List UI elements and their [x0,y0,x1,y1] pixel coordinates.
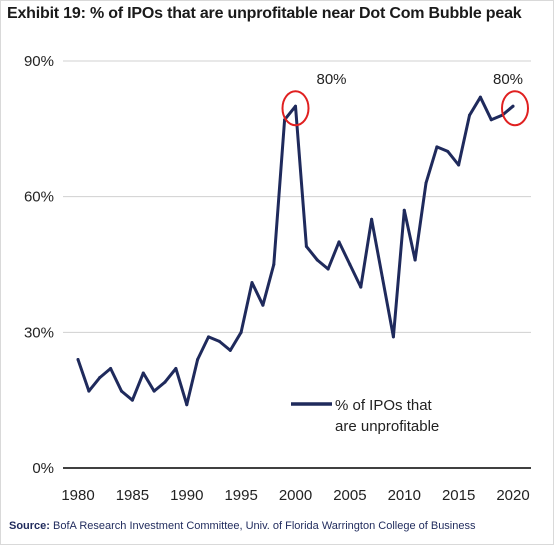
data-point [511,104,515,108]
annotation-label: 80% [316,71,346,88]
highlight-circle [501,90,529,127]
data-point [457,163,461,167]
data-point [76,357,80,361]
data-point [152,389,156,393]
data-point [337,240,341,244]
data-point [435,145,439,149]
y-tick-label: 30% [24,324,54,341]
data-point [98,376,102,380]
data-point [272,263,276,266]
source-label: Source: [9,520,50,532]
data-point [348,263,352,266]
legend-label: % of IPOs that are unprofitable [335,397,439,435]
y-tick-label: 60% [24,189,54,206]
data-point [130,398,134,402]
data-point [391,335,395,339]
data-point [207,335,210,339]
x-tick-label: 2015 [442,487,475,504]
annotations: 80% 80% [281,71,529,127]
legend: % of IPOs that are unprofitable [291,397,439,435]
data-point [239,330,243,334]
x-tick-label: 2005 [333,487,366,504]
series-line-0 [76,95,515,407]
chart-title: Exhibit 19: % of IPOs that are unprofita… [7,5,522,22]
data-point [163,380,167,384]
data-point [478,95,482,99]
data-point [185,403,189,407]
data-point [109,367,113,371]
x-tick-label: 1995 [224,487,257,504]
data-point [370,217,374,221]
y-tick-label: 0% [32,460,54,477]
data-point [402,208,406,212]
data-point [87,389,91,393]
data-point [250,281,254,285]
source-text: BofA Research Investment Committee, Univ… [53,520,476,532]
highlight-circle [281,90,310,127]
data-point [424,181,428,185]
data-point [141,371,145,375]
x-tick-label: 2000 [279,487,312,504]
x-tick-label: 1980 [61,487,94,504]
data-point [315,258,319,262]
data-point [261,303,265,307]
legend-label-line: are unprofitable [335,418,439,435]
data-point [359,285,363,289]
x-tick-label: 2010 [388,487,421,504]
data-point [326,267,330,271]
axes: 0% 30% 60% 90% 1980 1985 1990 1995 2000 2005 2010 2… [24,53,531,504]
data-point [413,258,417,262]
data-point [294,104,297,108]
legend-label-line: % of IPOs that [335,397,433,414]
x-tick-label: 1990 [170,487,203,504]
x-tick-label: 2020 [496,487,529,504]
data-point [489,118,493,122]
annotation-label: 80% [493,71,523,88]
data-point [228,348,232,352]
data-point [196,357,200,361]
series-layer [76,95,515,407]
data-point [446,149,450,153]
data-point [381,276,384,280]
data-point [120,389,123,393]
data-point [468,113,471,117]
data-point [217,339,221,343]
y-tick-label: 90% [24,53,54,70]
gridlines [63,60,531,333]
x-tick-label: 1985 [116,487,149,504]
source-note: Source: BofA Research Investment Committ… [9,520,476,532]
data-point [174,367,178,371]
data-point [304,244,308,248]
